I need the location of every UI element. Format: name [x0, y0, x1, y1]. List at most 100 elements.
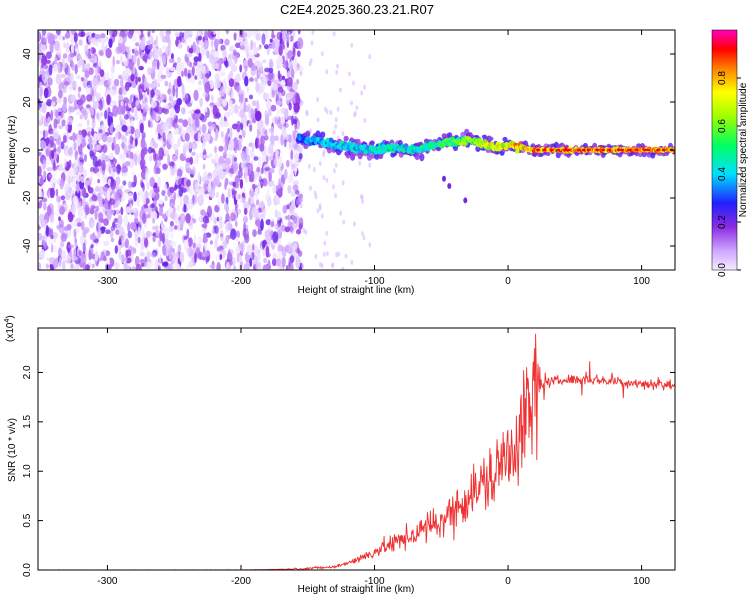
signal-peak [542, 148, 547, 152]
noise-speckle [63, 158, 67, 168]
noise-speckle [85, 126, 92, 133]
noise-speckle [182, 97, 186, 102]
x-tick-label: -100 [365, 576, 385, 587]
noise-speckle [288, 91, 295, 99]
noise-speckle [106, 94, 111, 106]
noise-speckle [268, 171, 272, 182]
noise-speckle [125, 206, 131, 214]
snr-y-multiplier: (x104) [4, 315, 16, 342]
noise-speckle [106, 189, 111, 201]
noise-speckle [122, 40, 126, 52]
noise-speckle [225, 30, 229, 35]
noise-speckle [232, 60, 236, 70]
noise-speckle [164, 195, 168, 202]
noise-speckle [219, 253, 223, 261]
noise-speckle [100, 251, 105, 261]
signal-halo [414, 152, 420, 161]
noise-speckle [62, 103, 67, 113]
noise-speckle [260, 61, 263, 73]
noise-speckle [267, 108, 272, 117]
noise-speckle [66, 117, 73, 126]
noise-speckle [265, 98, 271, 110]
noise-speckle [131, 265, 136, 270]
noise-speckle [119, 114, 123, 123]
noise-speckle [109, 125, 113, 134]
noise-speckle [237, 36, 244, 43]
signal-core [328, 137, 334, 143]
noise-speckle [57, 247, 63, 258]
noise-speckle [214, 146, 217, 154]
noise-speckle [73, 256, 78, 261]
noise-speckle [187, 72, 191, 79]
noise-speckle [73, 32, 78, 43]
noise-speckle [282, 44, 286, 50]
noise-speckle [121, 125, 128, 132]
noise-speckle [316, 97, 319, 102]
noise-speckle [72, 247, 77, 257]
noise-speckle [155, 35, 159, 47]
noise-speckle [153, 188, 160, 193]
noise-speckle [46, 167, 53, 172]
noise-speckle [114, 78, 120, 87]
noise-speckle [207, 205, 212, 218]
noise-speckle [257, 154, 261, 167]
noise-speckle [264, 44, 269, 50]
noise-speckle [78, 55, 83, 67]
noise-speckle [101, 144, 108, 154]
noise-speckle [80, 129, 88, 138]
noise-speckle [198, 152, 204, 158]
noise-speckle [121, 236, 126, 244]
noise-speckle [243, 201, 250, 210]
signal-core [367, 150, 373, 155]
noise-speckle [134, 108, 138, 117]
signal-peak [646, 148, 651, 152]
x-tick-label: -300 [97, 276, 117, 287]
noise-speckle [220, 162, 228, 170]
noise-speckle [233, 156, 238, 162]
noise-speckle [207, 121, 214, 127]
noise-speckle [132, 139, 135, 149]
noise-speckle [287, 174, 292, 184]
noise-speckle [120, 76, 124, 88]
noise-speckle [76, 134, 81, 146]
noise-speckle [169, 108, 177, 120]
noise-speckle [208, 125, 213, 133]
noise-speckle [86, 94, 93, 102]
noise-speckle [39, 130, 44, 135]
noise-speckle [84, 154, 87, 163]
noise-speckle [341, 180, 345, 186]
noise-speckle [294, 189, 300, 195]
noise-speckle [265, 245, 270, 258]
noise-speckle [158, 133, 161, 140]
noise-speckle [264, 129, 268, 140]
noise-speckle [71, 203, 76, 215]
noise-speckle [318, 203, 322, 209]
noise-speckle [123, 214, 129, 227]
noise-speckle [342, 219, 346, 225]
noise-speckle [293, 102, 300, 113]
noise-speckle [58, 219, 64, 228]
noise-speckle [201, 223, 208, 228]
x-tick-label: -100 [365, 276, 385, 287]
noise-speckle [243, 118, 247, 130]
noise-speckle [211, 158, 216, 164]
noise-speckle [94, 133, 99, 142]
noise-speckle [284, 168, 288, 180]
noise-speckle [88, 136, 93, 145]
signal-outlier [442, 175, 446, 182]
noise-speckle [257, 256, 261, 265]
noise-speckle [274, 47, 278, 55]
noise-speckle [280, 116, 285, 125]
noise-speckle [299, 223, 303, 230]
signal-peak [576, 148, 581, 152]
noise-speckle [95, 65, 100, 78]
noise-speckle [215, 128, 219, 140]
noise-speckle [65, 32, 69, 39]
noise-speckle [253, 47, 258, 56]
noise-speckle [360, 90, 364, 96]
noise-speckle [39, 85, 43, 97]
noise-speckle [310, 40, 314, 46]
noise-speckle [124, 68, 131, 77]
snr-multiplier-exp: 4 [4, 319, 11, 323]
noise-speckle [94, 33, 101, 40]
